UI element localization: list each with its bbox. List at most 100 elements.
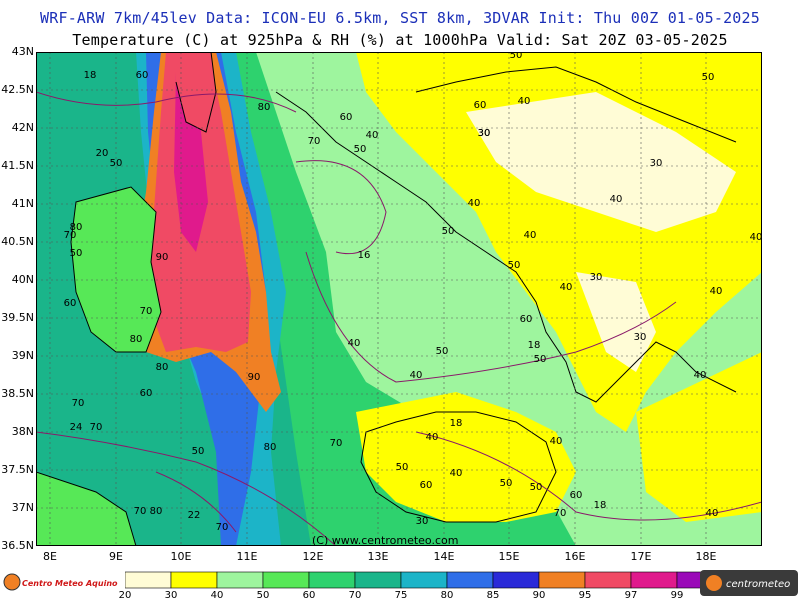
contour-label: 50	[510, 52, 523, 61]
isotherm-16	[295, 160, 387, 255]
rh-band-20-30	[466, 92, 736, 232]
legend-swatch	[125, 571, 172, 589]
contour-label: 90	[248, 372, 261, 383]
latitude-label: 38N	[11, 425, 34, 438]
latitude-label: 41.5N	[1, 159, 34, 172]
contour-label: 70	[64, 230, 77, 241]
legend-tick-label: 90	[532, 590, 546, 601]
centro-meteo-aquino-logo: Centro Meteo Aquino	[3, 573, 118, 591]
contour-label: 18	[450, 418, 463, 429]
longitude-label: 13E	[367, 550, 389, 563]
isotherm-24	[36, 431, 337, 546]
tunisia-land	[36, 472, 136, 546]
rh-band-ionian	[636, 352, 762, 522]
contour-label: 40	[518, 96, 531, 107]
contour-label: 18	[84, 70, 97, 81]
legend-swatch	[400, 571, 448, 589]
map-title-line-1: WRF-ARW 7km/45lev Data: ICON-EU 6.5km, S…	[40, 9, 760, 27]
tunisia-coast	[36, 471, 137, 546]
contour-label: 40	[710, 286, 723, 297]
longitude-label: 18E	[695, 550, 717, 563]
corsica-coast	[175, 52, 217, 133]
contour-label: 20	[96, 148, 109, 159]
legend-tick-label: 97	[624, 590, 638, 601]
latitude-label: 39.5N	[1, 311, 34, 324]
latitude-label: 41N	[11, 197, 34, 210]
contour-label: 60	[64, 298, 77, 309]
italy-coast	[275, 91, 737, 403]
copyright-text: (C) www.centrometeo.com	[312, 534, 459, 547]
latitude-label: 42.5N	[1, 83, 34, 96]
legend-tick-label: 20	[118, 590, 132, 601]
legend-swatch	[170, 571, 218, 589]
isotherm-18-north	[36, 91, 297, 113]
logo-left-text: Centro Meteo Aquino	[22, 579, 118, 588]
rh-band-20-30-calabria	[576, 272, 656, 372]
sardinia-coast	[70, 186, 162, 353]
longitude-label: 8E	[43, 550, 57, 563]
longitude-label: 15E	[498, 550, 520, 563]
contour-label: 80	[130, 334, 143, 345]
contour-label: 60	[140, 388, 153, 399]
contour-label: 80	[156, 362, 169, 373]
legend-tick-label: 50	[256, 590, 270, 601]
contour-label: 40	[426, 432, 439, 443]
contour-label: 30	[650, 158, 663, 169]
centrometeo-logo: centrometeo	[700, 570, 798, 596]
legend-swatch	[216, 571, 264, 589]
contour-label: 60	[570, 490, 583, 501]
longitude-label: 10E	[170, 550, 192, 563]
contour-label: 30	[478, 128, 491, 139]
contour-label: 90	[156, 252, 169, 263]
contour-label: 30	[634, 332, 647, 343]
latitude-label: 43N	[11, 45, 34, 58]
legend-tick-label: 30	[164, 590, 178, 601]
legend-swatch	[354, 571, 402, 589]
contour-label: 40	[410, 370, 423, 381]
legend-tick-label: 40	[210, 590, 224, 601]
contour-label: 50	[354, 144, 367, 155]
contour-label: 80	[150, 506, 163, 517]
legend-swatch	[584, 571, 632, 589]
contour-label: 80	[70, 222, 83, 233]
contour-label: 70	[330, 438, 343, 449]
contour-label: 60	[420, 480, 433, 491]
latitude-label: 37N	[11, 501, 34, 514]
corsica-land	[176, 52, 216, 132]
contour-label: 40	[560, 282, 573, 293]
isotherm-18-middle	[305, 251, 677, 383]
map-frame	[36, 52, 762, 546]
contour-label: 40	[750, 232, 762, 243]
contour-label: 40	[366, 130, 379, 141]
contour-label: 70	[72, 398, 85, 409]
isotherm-18-south	[415, 431, 762, 521]
contour-label: 40	[524, 230, 537, 241]
legend-swatch	[630, 571, 678, 589]
longitude-label: 11E	[236, 550, 258, 563]
isotherm-22	[155, 471, 237, 533]
longitude-label: 12E	[302, 550, 324, 563]
contour-label: 70	[216, 522, 229, 533]
legend-tick-label: 60	[302, 590, 316, 601]
legend-swatch	[262, 571, 310, 589]
contour-label: 18	[594, 500, 607, 511]
contour-label: 50	[702, 72, 715, 83]
sicily-coast	[360, 411, 557, 523]
contour-label: 18	[528, 340, 541, 351]
contour-label: 50	[70, 248, 83, 259]
longitude-label: 9E	[109, 550, 123, 563]
contour-label: 70	[134, 506, 147, 517]
contour-label: 50	[436, 346, 449, 357]
sardinia-land	[71, 187, 161, 352]
legend-swatch	[446, 571, 494, 589]
longitude-label: 16E	[564, 550, 586, 563]
contour-label: 60	[474, 100, 487, 111]
contour-label: 40	[450, 468, 463, 479]
contour-label: 50	[192, 446, 205, 457]
latitude-label: 39N	[11, 349, 34, 362]
contour-label: 50	[530, 482, 543, 493]
contour-label: 50	[500, 478, 513, 489]
contour-label: 70	[90, 422, 103, 433]
contour-label: 60	[340, 112, 353, 123]
contour-label: 50	[442, 226, 455, 237]
